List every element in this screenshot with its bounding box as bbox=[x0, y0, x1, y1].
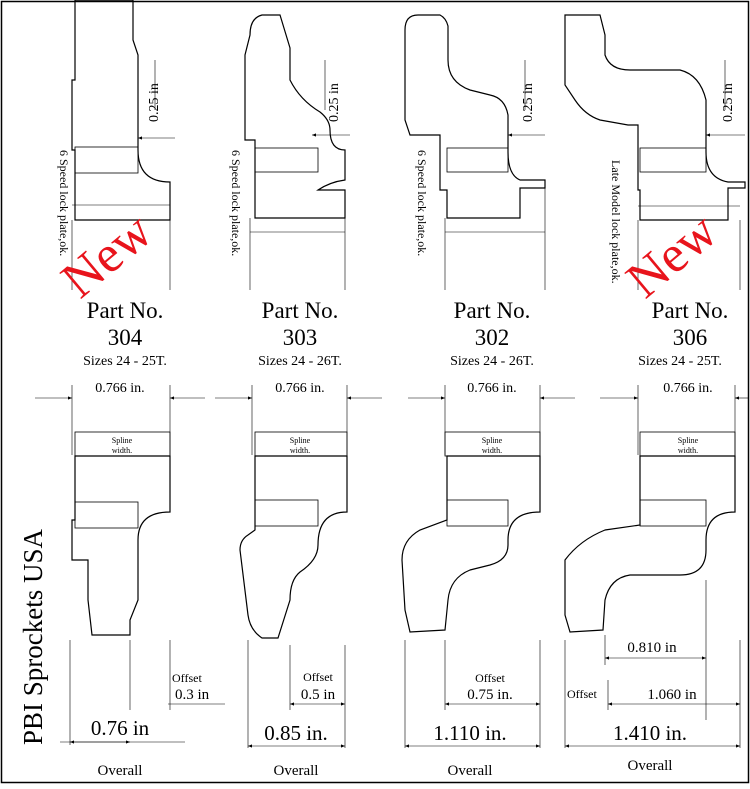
part-302-label: Part No. bbox=[454, 298, 531, 323]
part-306-top-section bbox=[564, 14, 746, 221]
part-304-spline-label: Spline width. bbox=[112, 436, 133, 455]
part-304-top-dim: 0.25 in bbox=[147, 83, 162, 122]
part-302-top-section bbox=[404, 14, 546, 219]
part-306-number: 306 bbox=[673, 325, 708, 350]
part-304-bottom-spline bbox=[74, 501, 139, 529]
part-306-offset-label: Offset bbox=[567, 687, 597, 701]
part-306-overall-value: 1.410 in. bbox=[613, 721, 687, 745]
part-304-bottom-section bbox=[71, 455, 171, 636]
part-303-offset-label: Offset bbox=[303, 670, 333, 684]
part-303-sizes: Sizes 24 - 26T. bbox=[258, 354, 342, 369]
part-303-bottom-spline bbox=[254, 499, 319, 527]
part-304-label: Part No. bbox=[87, 298, 164, 323]
part-306-overall-label: Overall bbox=[628, 758, 673, 774]
part-304: 0.25 in 6 Speed lock plate,ok. New Part … bbox=[35, 0, 225, 779]
part-306-new-mark: New bbox=[616, 202, 728, 309]
part-303-top-spline bbox=[254, 147, 319, 173]
part-303-spline-label: Spline width. bbox=[290, 436, 311, 455]
part-303-overall-label: Overall bbox=[274, 763, 319, 779]
part-302-top-dim: 0.25 in bbox=[521, 83, 536, 122]
part-302-overall-value: 1.110 in. bbox=[433, 721, 506, 745]
part-303-spline-dim: 0.766 in. bbox=[275, 381, 324, 396]
part-303-top-dim: 0.25 in bbox=[327, 83, 342, 122]
part-302-bottom-spline bbox=[446, 499, 509, 527]
part-302-lock-plate: 6 Speed lock plate,ok. bbox=[415, 150, 429, 256]
part-304-sizes: Sizes 24 - 25T. bbox=[83, 354, 167, 369]
part-303-lock-plate: 6 Speed lock plate,ok. bbox=[229, 150, 243, 256]
part-302: 0.25 in 6 Speed lock plate,ok. Part No. … bbox=[401, 14, 575, 779]
part-303-number: 303 bbox=[283, 325, 318, 350]
part-303-label: Part No. bbox=[262, 298, 339, 323]
part-304-top-spline bbox=[74, 146, 139, 174]
part-304-overall-value: 0.76 in bbox=[91, 716, 150, 740]
part-306-extra-dim: 0.810 in bbox=[627, 640, 677, 656]
part-304-overall-label: Overall bbox=[98, 763, 143, 779]
part-303-offset-value: 0.5 in bbox=[301, 687, 336, 703]
part-303-bottom-section bbox=[239, 455, 348, 639]
part-303-overall-value: 0.85 in. bbox=[264, 721, 328, 745]
part-302-number: 302 bbox=[475, 325, 510, 350]
part-302-overall-label: Overall bbox=[448, 763, 493, 779]
part-306-offset-value: 1.060 in bbox=[647, 687, 697, 703]
part-302-spline-label: Spline width. bbox=[482, 436, 503, 455]
part-302-spline-dim: 0.766 in. bbox=[467, 381, 516, 396]
part-302-offset-label: Offset bbox=[475, 671, 505, 685]
part-306-spline-dim: 0.766 in. bbox=[663, 381, 712, 396]
part-303: 0.25 in 6 Speed lock plate,ok. Part No. … bbox=[215, 14, 382, 779]
part-303-top-section bbox=[244, 14, 346, 219]
part-304-spline-dim: 0.766 in. bbox=[95, 381, 144, 396]
part-306-label: Part No. bbox=[652, 298, 729, 323]
part-304-number: 304 bbox=[108, 325, 143, 350]
part-302-bottom-section bbox=[401, 455, 541, 633]
part-302-sizes: Sizes 24 - 26T. bbox=[450, 354, 534, 369]
part-306-sizes: Sizes 24 - 25T. bbox=[638, 354, 722, 369]
part-306-bottom-spline bbox=[639, 499, 707, 527]
brand-label: PBI Sprockets USA bbox=[18, 528, 48, 745]
part-304-offset-label: Offset bbox=[172, 671, 202, 685]
part-306-lock-plate: Late Model lock plate,ok. bbox=[609, 160, 623, 284]
part-306-bottom-section bbox=[564, 455, 736, 633]
part-306-spline-label: Spline width. bbox=[678, 436, 699, 455]
part-306-top-spline bbox=[639, 147, 707, 173]
part-302-top-spline bbox=[446, 147, 509, 173]
part-306-top-dim: 0.25 in bbox=[721, 83, 736, 122]
part-306: 0.25 in Late Model lock plate,ok. New Pa… bbox=[564, 14, 748, 774]
part-304-offset-value: 0.3 in bbox=[175, 687, 210, 703]
part-302-offset-value: 0.75 in. bbox=[467, 687, 512, 703]
part-304-top-section bbox=[71, 0, 171, 221]
part-304-lock-plate: 6 Speed lock plate,ok. bbox=[57, 150, 71, 256]
